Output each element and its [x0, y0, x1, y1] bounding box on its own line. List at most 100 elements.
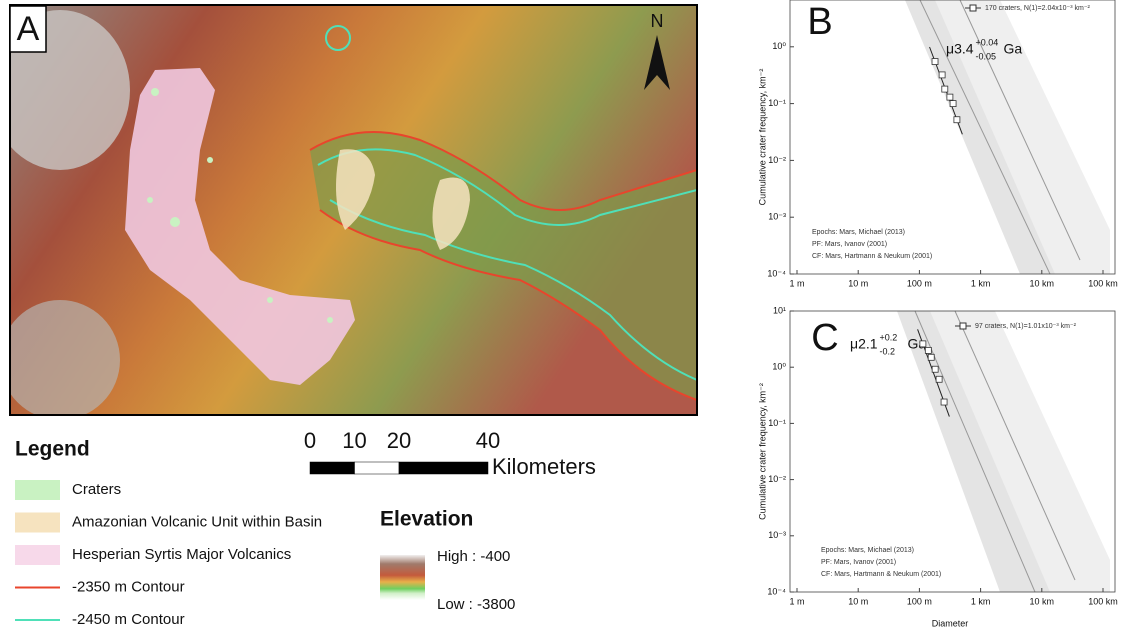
x-tick-label: 100 km: [1088, 596, 1118, 606]
crater: [267, 297, 273, 303]
x-tick-label: 10 m: [848, 596, 868, 606]
legend-swatch: [15, 545, 60, 565]
data-point: [927, 353, 935, 361]
panel-label: C: [811, 317, 838, 359]
scale-segment: [398, 461, 489, 475]
north-label: N: [651, 11, 664, 31]
age-minus: -0.05: [976, 51, 997, 61]
y-tick-label: 10⁻¹: [768, 418, 786, 428]
plot-legend: 97 craters, N(1)=1.01x10⁻³ km⁻²: [975, 323, 1077, 330]
north-arrow: [644, 35, 670, 90]
y-tick-label: 10¹: [773, 305, 786, 315]
y-tick-label: 10⁻⁴: [767, 586, 786, 596]
map-frame: [9, 4, 698, 416]
crater: [147, 197, 153, 203]
age-minus: -0.2: [880, 346, 896, 356]
legend-label: Amazonian Volcanic Unit within Basin: [72, 513, 322, 530]
plot-frame: [789, 310, 1116, 593]
data-point: [941, 85, 949, 93]
plot-note: PF: Mars, Ivanov (2001): [812, 241, 887, 248]
contour-2350: [319, 209, 697, 401]
legend: Craters Amazonian Volcanic Unit within Ba…: [15, 480, 322, 628]
data-point: [940, 398, 948, 406]
amazonian-unit: [432, 177, 470, 250]
y-tick-label: 10⁻³: [768, 212, 786, 222]
syrtis-volcanics: [125, 68, 355, 385]
x-tick-label: 1 m: [789, 278, 804, 288]
elevation-low: Low : -3800: [437, 596, 515, 613]
legend-label: -2350 m Contour: [72, 578, 185, 595]
crater: [151, 88, 159, 96]
elevation-title: Elevation: [380, 508, 473, 531]
x-tick-label: 10 km: [1030, 278, 1055, 288]
legend-label: Craters: [72, 481, 121, 498]
y-tick-label: 10⁻²: [768, 155, 786, 165]
panel-label: B: [807, 1, 832, 43]
contour-2450: [317, 148, 697, 226]
y-tick-label: 10⁰: [772, 41, 786, 51]
data-point: [946, 93, 954, 101]
plot-note: Epochs: Mars, Michael (2013): [812, 229, 905, 236]
elevation-ramp: [380, 555, 425, 600]
x-tick-label: 1 km: [971, 278, 991, 288]
isochron-band: [930, 311, 1110, 592]
legend-title: Legend: [15, 438, 90, 461]
data-point: [935, 375, 943, 383]
plot-note: Epochs: Mars, Michael (2013): [821, 547, 914, 554]
data-point: [949, 100, 957, 107]
plot-note: CF: Mars, Hartmann & Neukum (2001): [821, 571, 941, 578]
data-point: [924, 347, 932, 354]
data-point: [931, 365, 939, 373]
y-tick-label: 10⁻²: [768, 474, 786, 484]
y-tick-label: 10⁻⁴: [767, 268, 786, 278]
plot-legend: 170 craters, N(1)=2.04x10⁻³ km⁻²: [985, 5, 1091, 12]
plot-note: PF: Mars, Ivanov (2001): [821, 559, 896, 566]
isochron: [919, 0, 1051, 275]
data-point: [938, 71, 946, 79]
map: [10, 5, 697, 415]
x-tick-label: 1 m: [789, 596, 804, 606]
legend-label: Hesperian Syrtis Major Volcanics: [72, 546, 291, 563]
legend-swatch: [15, 512, 60, 533]
basin: [310, 132, 697, 400]
crater: [207, 157, 213, 163]
x-tick-label: 100 m: [907, 278, 932, 288]
x-tick-label: 100 m: [907, 596, 932, 606]
amazonian-unit: [336, 149, 375, 230]
legend-marker: [959, 322, 967, 330]
y-axis-label: Cumulative crater frequency, km⁻²: [757, 383, 767, 520]
model-age: μ3.4: [946, 41, 974, 57]
legend-swatch: [15, 480, 60, 500]
data-point: [953, 116, 961, 124]
isochron: [954, 310, 1076, 581]
crater: [327, 317, 333, 323]
age-plus: +0.04: [976, 37, 999, 47]
scale-tick-label: 40: [476, 428, 500, 453]
isochron: [914, 310, 1036, 593]
data-point: [931, 58, 939, 65]
data-point: [919, 340, 927, 348]
legend-label: -2450 m Contour: [72, 611, 185, 628]
y-tick-label: 10⁻³: [768, 530, 786, 540]
crater-rim: [325, 25, 351, 51]
terrain: [10, 300, 120, 415]
x-tick-label: 10 m: [848, 278, 868, 288]
plot-frame: [789, 0, 1116, 275]
scale-tick-label: 10: [342, 428, 366, 453]
scale-tick-label: 20: [387, 428, 411, 453]
x-tick-label: 100 km: [1088, 278, 1118, 288]
age-unit: Ga: [1004, 41, 1023, 57]
elevation-high: High : -400: [437, 548, 510, 565]
scale-unit: Kilometers: [492, 454, 596, 479]
x-axis-label: Diameter: [932, 618, 969, 628]
scale-tick-label: 0: [304, 428, 316, 453]
x-tick-label: 10 km: [1030, 596, 1055, 606]
scale-segment: [354, 461, 400, 475]
contour-2350: [309, 131, 697, 211]
isochron-band: [935, 0, 1110, 274]
y-tick-label: 10⁰: [772, 362, 786, 372]
x-tick-label: 1 km: [971, 596, 991, 606]
